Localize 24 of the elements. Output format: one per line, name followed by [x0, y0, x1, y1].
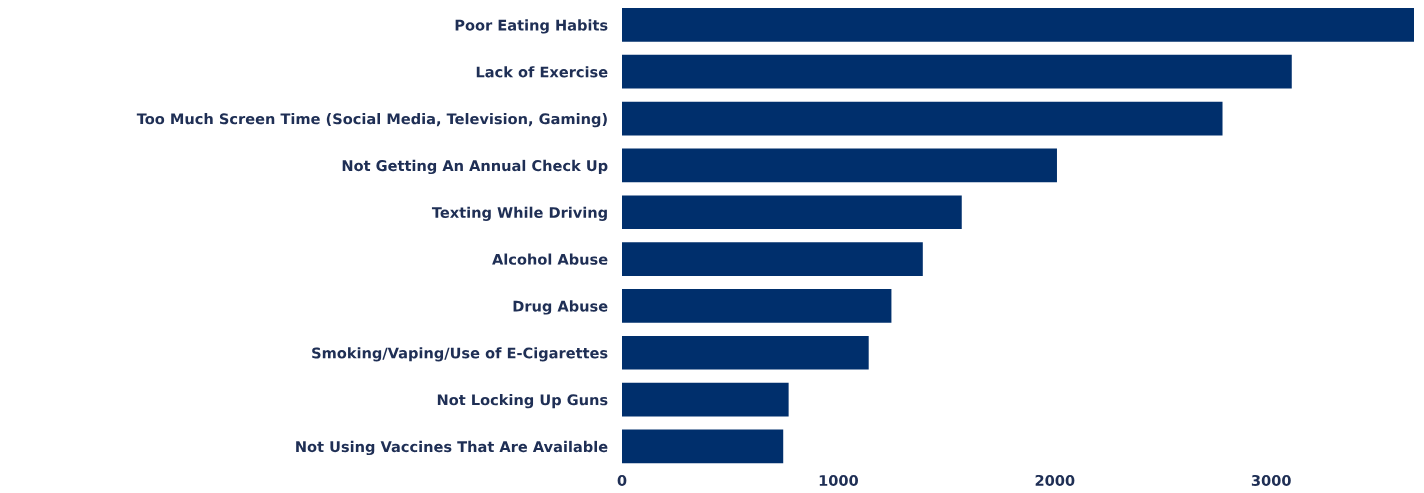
x-tick-label: 2000 [1035, 474, 1075, 486]
y-tick-label: Not Using Vaccines That Are Available [296, 440, 608, 456]
bar [622, 195, 962, 230]
y-tick-label: Not Getting An Annual Check Up [342, 159, 608, 175]
bar [622, 242, 923, 276]
bar [622, 429, 784, 464]
bar [622, 335, 869, 370]
y-tick-label: Alcohol Abuse [492, 253, 608, 265]
bar [622, 382, 789, 417]
y-tick-label: Lack of Exercise [476, 66, 608, 78]
y-tick-label: Too Much Screen Time (Social Media, Television, Gaming) [136, 113, 607, 128]
bar [622, 148, 1057, 183]
y-tick-label: Drug Abuse [513, 300, 608, 315]
bar [622, 8, 1415, 42]
y-tick-label: Poor Eating Habits [455, 19, 608, 34]
bar [622, 54, 1292, 89]
x-tick-label: 1000 [819, 474, 858, 486]
bar [622, 101, 1223, 136]
bar [622, 289, 892, 323]
y-tick-label: Smoking/Vaping/Use of E-Cigarettes [312, 347, 608, 362]
x-tick-label: 3000 [1251, 474, 1291, 486]
y-tick-label: Not Locking Up Guns [437, 394, 608, 409]
y-tick-label: Texting While Driving [431, 206, 607, 221]
x-tick-label: 0 [617, 474, 627, 486]
